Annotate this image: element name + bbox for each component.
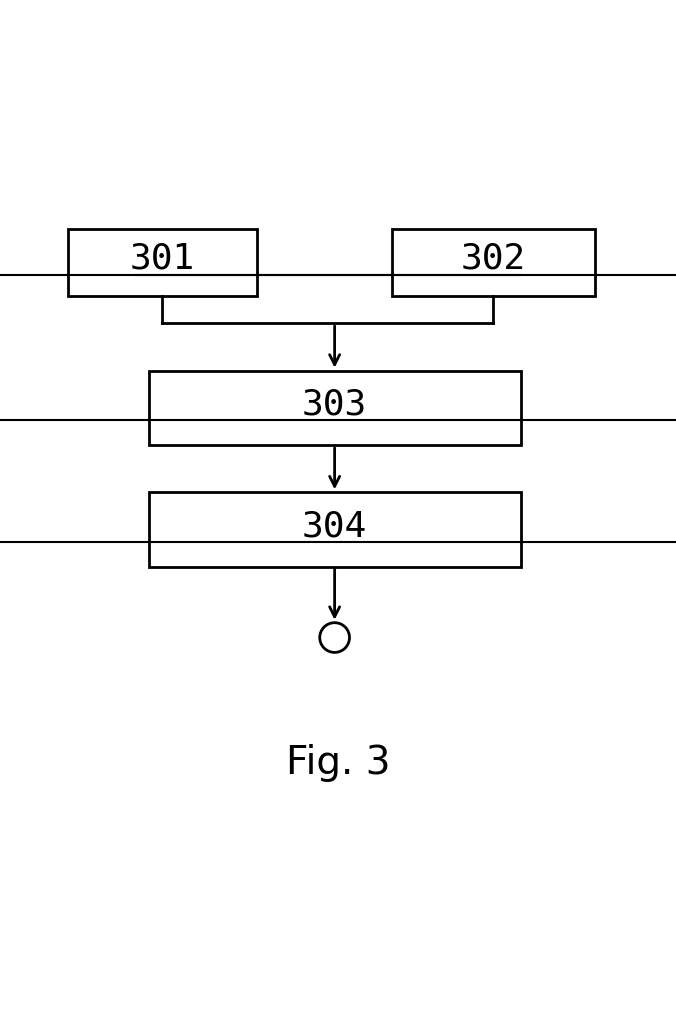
Text: 301: 301 [130, 242, 195, 276]
Text: 302: 302 [461, 242, 526, 276]
Text: 304: 304 [302, 509, 367, 543]
Text: 303: 303 [302, 387, 367, 421]
Text: Fig. 3: Fig. 3 [286, 743, 390, 782]
FancyBboxPatch shape [68, 229, 257, 296]
FancyBboxPatch shape [149, 492, 521, 567]
FancyBboxPatch shape [149, 371, 521, 445]
Circle shape [320, 623, 349, 653]
FancyBboxPatch shape [392, 229, 595, 296]
